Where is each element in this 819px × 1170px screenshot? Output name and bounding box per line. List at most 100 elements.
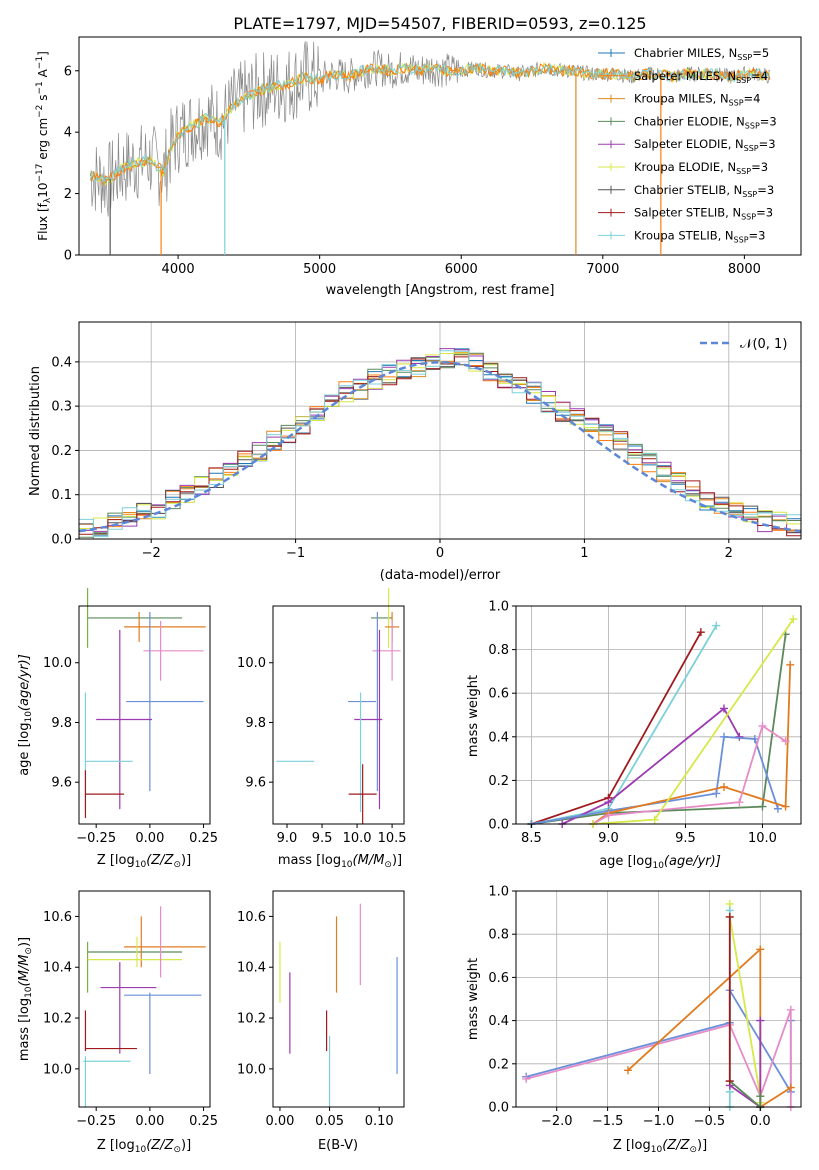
mass-vs-z-errorbars bbox=[83, 906, 206, 1107]
weight-point-marker bbox=[781, 802, 790, 811]
weight-point-marker bbox=[719, 782, 728, 791]
legend-label: Chabrier MILES, NSSP=5 bbox=[634, 46, 769, 62]
mass-vs-z-panel: −0.25 0.00 0.25 10.0 10.2 10.4 10.6 Z [log10(Z… bbox=[17, 890, 218, 1155]
spectrum-legend: Chabrier MILES, NSSP=5 Salpeter MILES, NS… bbox=[598, 46, 777, 244]
weight-point-marker bbox=[712, 789, 721, 798]
mass-vs-z-ticks: −0.25 0.00 0.25 10.0 10.2 10.4 10.6 bbox=[43, 910, 218, 1129]
weight-vs-z-grid bbox=[516, 890, 801, 1108]
weight-point-marker bbox=[756, 1092, 765, 1101]
x-tick-label: 0.05 bbox=[315, 1114, 344, 1129]
spectrum-xlabel: wavelength [Angstrom, rest frame] bbox=[326, 283, 555, 298]
x-tick-label: −1.0 bbox=[643, 1114, 675, 1129]
age-vs-z-panel: −0.25 0.00 0.259.69.810.0 Z [log10(Z/Z⊙)] … bbox=[17, 588, 218, 870]
weight-point-marker bbox=[781, 737, 790, 746]
weight-point-marker bbox=[756, 945, 765, 954]
weight-vs-age-ticks: 8.5 9.0 9.5 10.0 0.0 0.2 0.4 0.6 0.8 1.0 bbox=[488, 600, 777, 847]
y-tick-label: 1.0 bbox=[488, 885, 509, 900]
x-tick-label: 0.25 bbox=[189, 831, 218, 846]
x-tick-label: 9.5 bbox=[675, 831, 696, 846]
age-vs-mass-xlabel: mass [log10(M/M⊙)] bbox=[278, 853, 402, 870]
weight-point-marker bbox=[786, 660, 795, 669]
legend-label: Kroupa ELODIE, NSSP=3 bbox=[634, 160, 768, 176]
weight-point-marker bbox=[773, 804, 782, 813]
x-tick-label: 2 bbox=[725, 546, 733, 561]
legend-label: Salpeter ELODIE, NSSP=3 bbox=[634, 137, 776, 153]
weight-point-marker bbox=[756, 1016, 765, 1025]
age-vs-mass-errorbars bbox=[276, 588, 401, 824]
residual-lines bbox=[78, 348, 802, 540]
y-tick-label: 10.0 bbox=[43, 1062, 72, 1077]
weight-point-marker bbox=[758, 802, 767, 811]
y-tick-label: 0.1 bbox=[51, 488, 72, 503]
legend-label: Chabrier ELODIE, NSSP=3 bbox=[634, 114, 777, 130]
x-tick-label: −0.25 bbox=[76, 831, 116, 846]
y-tick-label: 0.0 bbox=[51, 533, 72, 548]
y-tick-label: 10.6 bbox=[43, 910, 72, 925]
x-tick-label: 0 bbox=[436, 546, 444, 561]
residual-xlabel: (data-model)/error bbox=[380, 568, 501, 583]
y-tick-label: 0.4 bbox=[488, 1014, 509, 1029]
y-tick-label: 2 bbox=[64, 187, 72, 202]
x-tick-label: 10.5 bbox=[378, 831, 407, 846]
y-tick-label: 10.2 bbox=[237, 1012, 266, 1027]
weight-point-marker bbox=[735, 732, 744, 741]
y-tick-label: 0.6 bbox=[488, 687, 509, 702]
x-tick-label: 0.10 bbox=[365, 1114, 394, 1129]
x-tick-label: −0.25 bbox=[76, 1114, 116, 1129]
mass-vs-z-ylabel: mass [log10(M/M⊙)] bbox=[17, 937, 34, 1061]
weight-vs-age-grid bbox=[516, 605, 801, 825]
x-tick-label: 9.0 bbox=[277, 831, 298, 846]
weight-point-marker bbox=[786, 1083, 795, 1092]
x-tick-label: −1.5 bbox=[592, 1114, 624, 1129]
weight-vs-z-xlabel: Z [log10(Z/Z⊙)] bbox=[613, 1138, 707, 1155]
weight-series-line bbox=[531, 634, 787, 825]
weight-point-marker bbox=[623, 1066, 632, 1075]
age-vs-z-ylabel: age [log10(age/yr)] bbox=[17, 654, 34, 776]
residual-ylabel: Normed distribution bbox=[28, 366, 43, 496]
weight-vs-age-xlabel: age [log10(age/yr)] bbox=[599, 854, 721, 871]
weight-point-marker bbox=[735, 798, 744, 807]
age-vs-z-xlabel: Z [log10(Z/Z⊙)] bbox=[97, 853, 191, 870]
y-tick-label: 6 bbox=[64, 64, 72, 79]
x-tick-label: 0.25 bbox=[189, 1114, 218, 1129]
y-tick-label: 10.0 bbox=[43, 656, 72, 671]
weight-point-marker bbox=[604, 811, 613, 820]
mass-vs-ebv-xlabel: E(B-V) bbox=[318, 1138, 358, 1153]
y-tick-label: 0.8 bbox=[488, 643, 509, 658]
age-vs-z-errorbars bbox=[84, 588, 206, 819]
mass-vs-ebv-panel: 0.00 0.05 0.10 10.0 10.2 10.4 10.6 E(B-V) bbox=[237, 890, 405, 1153]
weight-vs-age-panel: 8.5 9.0 9.5 10.0 0.0 0.2 0.4 0.6 0.8 1.0 age [log… bbox=[466, 600, 802, 871]
y-tick-label: 10.0 bbox=[237, 656, 266, 671]
weight-vs-age-ylabel: mass weight bbox=[466, 675, 481, 757]
y-tick-label: 10.0 bbox=[237, 1062, 266, 1077]
x-tick-label: 10.0 bbox=[343, 831, 372, 846]
x-tick-label: 7000 bbox=[586, 262, 619, 277]
y-tick-label: 0.2 bbox=[51, 444, 72, 459]
y-tick-label: 9.8 bbox=[51, 716, 72, 731]
weight-vs-z-panel: −2.0 −1.5 −1.0 −0.5 0.0 0.0 0.2 0.4 0.6 0.8 1.0 Z … bbox=[466, 885, 802, 1155]
weight-point-marker bbox=[719, 704, 728, 713]
weight-point-marker bbox=[712, 621, 721, 630]
mass-vs-ebv-ticks: 0.00 0.05 0.10 10.0 10.2 10.4 10.6 bbox=[237, 910, 394, 1129]
histogram-step bbox=[79, 350, 801, 538]
y-tick-label: 4 bbox=[64, 126, 72, 141]
weight-vs-age-lines bbox=[527, 615, 798, 828]
x-tick-label: 9.0 bbox=[598, 831, 619, 846]
x-tick-label: 0.00 bbox=[265, 1114, 294, 1129]
y-tick-label: 0.2 bbox=[488, 774, 509, 789]
y-tick-label: 0.4 bbox=[488, 730, 509, 745]
weight-series-line bbox=[561, 707, 741, 825]
weight-series-line bbox=[531, 735, 779, 825]
weight-point-marker bbox=[786, 1005, 795, 1014]
residual-ticks: −2 −1 0 1 2 0.0 0.1 0.2 0.3 0.4 bbox=[51, 355, 733, 561]
y-tick-label: 9.8 bbox=[245, 716, 266, 731]
y-tick-label: 10.4 bbox=[43, 961, 72, 976]
weight-vs-z-ticks: −2.0 −1.5 −1.0 −0.5 0.0 0.0 0.2 0.4 0.6 0.8 1.0 bbox=[488, 885, 770, 1130]
y-tick-label: 10.2 bbox=[43, 1012, 72, 1027]
figure-title: PLATE=1797, MJD=54507, FIBERID=0593, z=0… bbox=[233, 14, 646, 33]
weight-point-marker bbox=[758, 721, 767, 730]
spectrum-panel: 4000 5000 6000 7000 8000 0 2 4 6 Chabrier MILES,… bbox=[35, 36, 802, 298]
x-tick-label: 5000 bbox=[303, 262, 336, 277]
weight-series-line bbox=[592, 664, 792, 825]
